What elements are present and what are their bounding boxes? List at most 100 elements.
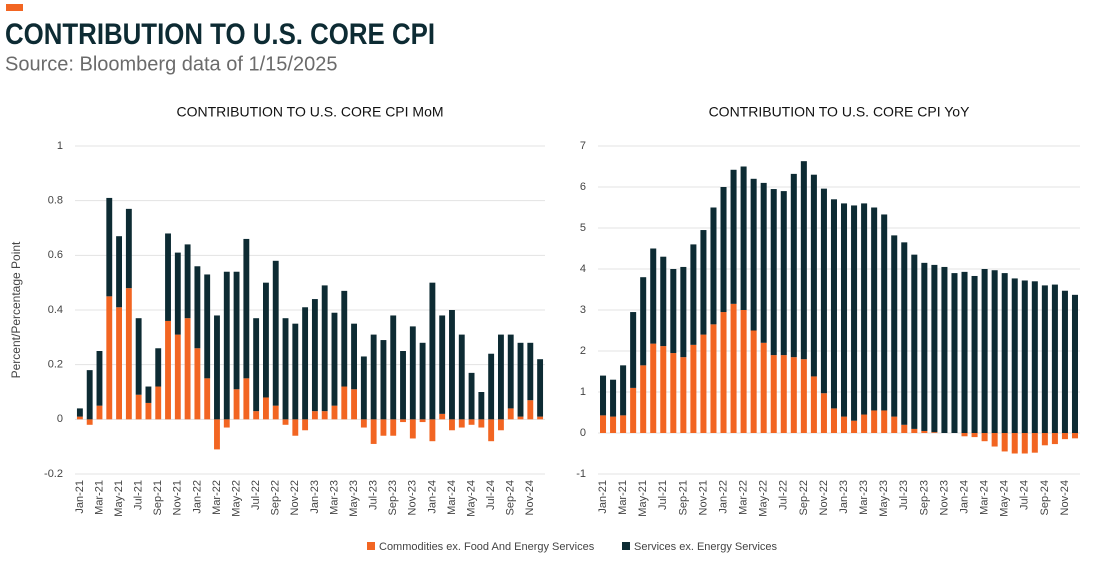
bar-segment bbox=[630, 387, 637, 433]
bar-segment bbox=[610, 416, 617, 433]
bar-segment bbox=[429, 419, 436, 442]
bar-segment bbox=[96, 405, 103, 420]
bar-segment bbox=[1051, 284, 1058, 433]
bar-segment bbox=[810, 174, 817, 377]
y-tick-label: 2 bbox=[580, 345, 586, 357]
bar-segment bbox=[478, 392, 485, 420]
bar-segment bbox=[76, 408, 83, 417]
bar-segment bbox=[881, 410, 888, 433]
bar-segment bbox=[76, 416, 83, 420]
bar-segment bbox=[600, 415, 607, 433]
bar-segment bbox=[243, 238, 250, 379]
bar-segment bbox=[537, 359, 544, 417]
bar-segment bbox=[527, 400, 534, 420]
x-tick-label: Sep-24 bbox=[1039, 480, 1051, 515]
bar-segment bbox=[800, 359, 807, 433]
y-tick-label: 3 bbox=[580, 304, 586, 316]
bar-segment bbox=[800, 161, 807, 360]
bar-segment bbox=[810, 376, 817, 433]
bar-segment bbox=[253, 318, 260, 412]
bar-segment bbox=[184, 244, 191, 319]
y-tick-label: 0 bbox=[57, 413, 63, 425]
x-tick-label: Nov-24 bbox=[1059, 480, 1071, 515]
bar-segment bbox=[690, 344, 697, 433]
bar-segment bbox=[610, 379, 617, 417]
bar-segment bbox=[370, 334, 377, 420]
x-tick-label: Mar-22 bbox=[211, 480, 223, 515]
y-tick-label: 0.2 bbox=[48, 359, 63, 371]
bar-segment bbox=[478, 419, 485, 428]
bar-segment bbox=[204, 274, 211, 379]
x-tick-label: May-22 bbox=[758, 480, 770, 517]
bar-segment bbox=[720, 312, 727, 433]
bar-segment bbox=[1051, 433, 1058, 445]
bar-segment bbox=[282, 318, 289, 420]
bar-segment bbox=[233, 271, 240, 390]
bar-segment bbox=[1071, 294, 1078, 433]
bar-segment bbox=[1001, 273, 1008, 433]
y-tick-label: 1 bbox=[57, 140, 63, 152]
x-tick-label: Jan-24 bbox=[426, 480, 438, 514]
x-tick-label: May-21 bbox=[637, 480, 649, 517]
x-tick-label: Nov-21 bbox=[172, 480, 184, 515]
bar-segment bbox=[537, 416, 544, 420]
bar-segment bbox=[891, 235, 898, 417]
bar-segment bbox=[730, 169, 737, 304]
bar-segment bbox=[311, 299, 318, 412]
y-axis-label: Percent/Percentage Point bbox=[9, 241, 23, 378]
x-tick-label: May-22 bbox=[230, 480, 242, 517]
bar-segment bbox=[1021, 433, 1028, 454]
bar-segment bbox=[507, 334, 514, 409]
bar-segment bbox=[302, 307, 309, 420]
bar-segment bbox=[116, 236, 122, 308]
bar-segment bbox=[871, 207, 878, 411]
x-tick-label: Nov-21 bbox=[697, 480, 709, 515]
bar-segment bbox=[921, 262, 928, 431]
bar-segment bbox=[106, 296, 113, 420]
bar-segment bbox=[851, 205, 858, 421]
bar-segment bbox=[419, 419, 426, 423]
bar-segment bbox=[670, 353, 677, 433]
x-tick-label: Mar-21 bbox=[617, 480, 629, 515]
bar-segment bbox=[1011, 433, 1018, 454]
x-tick-label: Mar-22 bbox=[738, 480, 750, 515]
bar-segment bbox=[911, 254, 918, 429]
x-tick-label: Mar-23 bbox=[328, 480, 340, 515]
bar-segment bbox=[360, 356, 367, 420]
bar-segment bbox=[155, 348, 162, 387]
bar-segment bbox=[680, 357, 687, 433]
bar-segment bbox=[971, 433, 978, 438]
y-tick-label: 0.4 bbox=[48, 304, 63, 316]
bar-segment bbox=[720, 187, 727, 313]
bar-segment bbox=[841, 416, 848, 433]
chart-title: CONTRIBUTION TO U.S. CORE CPI YoY bbox=[709, 104, 971, 120]
bar-segment bbox=[517, 342, 524, 417]
bar-segment bbox=[272, 405, 279, 420]
y-tick-label: 0 bbox=[580, 427, 586, 439]
bar-segment bbox=[351, 323, 357, 390]
legend-label: Services ex. Energy Services bbox=[634, 541, 778, 553]
bar-segment bbox=[360, 419, 367, 428]
bar-segment bbox=[780, 191, 787, 356]
bar-segment bbox=[1041, 285, 1048, 433]
bar-segment bbox=[640, 365, 647, 433]
bar-segment bbox=[488, 353, 495, 420]
y-tick-label: 1 bbox=[580, 386, 586, 398]
bar-segment bbox=[790, 173, 797, 358]
bar-segment bbox=[380, 419, 387, 436]
x-tick-label: Mar-24 bbox=[979, 480, 991, 515]
bar-segment bbox=[760, 182, 767, 343]
bar-segment bbox=[449, 310, 455, 420]
bar-segment bbox=[272, 260, 279, 406]
x-tick-label: Jan-21 bbox=[74, 480, 86, 514]
bar-segment bbox=[981, 433, 988, 442]
x-tick-label: Mar-21 bbox=[93, 480, 105, 515]
legend-label: Commodities ex. Food And Energy Services bbox=[379, 541, 595, 553]
bar-segment bbox=[971, 275, 978, 433]
bar-segment bbox=[321, 411, 328, 420]
bar-segment bbox=[770, 355, 777, 433]
bar-segment bbox=[750, 178, 757, 331]
bar-segment bbox=[106, 197, 113, 297]
bar-segment bbox=[351, 389, 357, 420]
x-tick-label: Jul-24 bbox=[485, 480, 497, 510]
